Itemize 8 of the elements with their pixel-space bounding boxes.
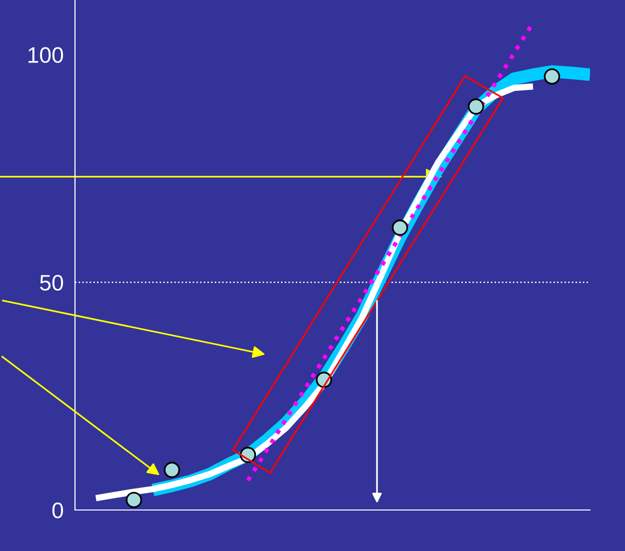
point <box>544 68 560 85</box>
y-tick-label: 100 <box>28 47 64 63</box>
point <box>468 98 484 115</box>
point <box>126 492 142 508</box>
point <box>392 220 408 236</box>
point <box>164 462 180 478</box>
y-tick-label: 0 <box>52 502 64 518</box>
y-tick-label: 50 <box>40 274 64 291</box>
